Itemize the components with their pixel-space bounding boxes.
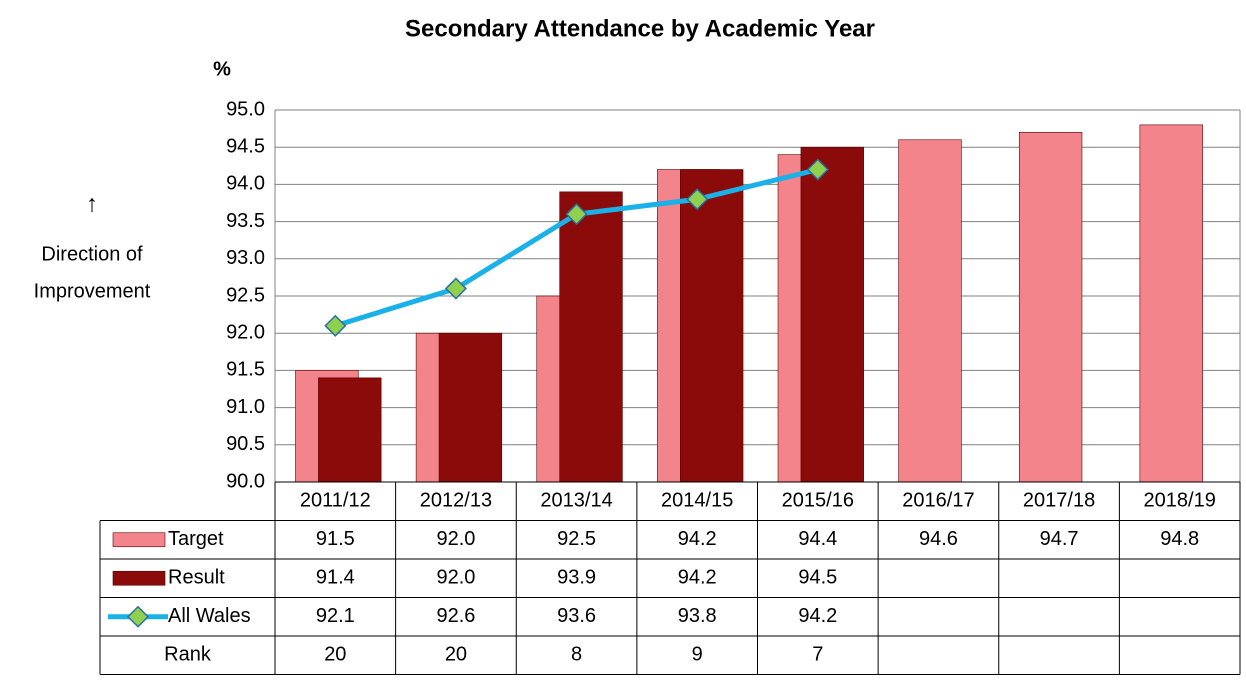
table-row-label: Rank [164, 644, 212, 666]
x-tick-label: 2013/14 [540, 490, 612, 512]
y-tick-label: 91.5 [226, 359, 265, 381]
marker [444, 277, 467, 300]
chart-title: Secondary Attendance by Academic Year [405, 15, 875, 42]
marker [324, 314, 347, 337]
x-tick-label: 2011/12 [300, 490, 371, 512]
x-tick-label: 2017/18 [1023, 490, 1095, 512]
table-value: 94.5 [798, 567, 837, 589]
table-value: 7 [812, 644, 823, 666]
y-tick-label: 95.0 [226, 98, 265, 120]
annotation: ↑ [86, 190, 98, 217]
x-tick-label: 2015/16 [782, 490, 854, 512]
marker [806, 158, 829, 181]
bar [1018, 132, 1083, 483]
table-value: 94.2 [678, 528, 717, 550]
table-value: 94.2 [678, 567, 717, 589]
y-tick-label: 90.5 [226, 433, 265, 455]
bar [318, 377, 382, 483]
table-value: 8 [571, 644, 582, 666]
y-tick-label: 90.0 [226, 470, 265, 492]
table-value: 93.6 [557, 605, 596, 627]
table-value: 91.4 [316, 567, 355, 589]
legend-swatch [112, 532, 166, 548]
y-tick-label: 93.5 [226, 210, 265, 232]
y-tick-label: 92.5 [226, 284, 265, 306]
y-tick-label: 94.0 [226, 173, 265, 195]
legend-swatch [112, 570, 166, 586]
x-tick-label: 2014/15 [661, 490, 733, 512]
bar [438, 332, 503, 483]
table-value: 92.1 [316, 605, 355, 627]
table-value: 94.6 [919, 528, 958, 550]
y-tick-label: 92.0 [226, 321, 265, 343]
table-value: 92.5 [557, 528, 596, 550]
bar [679, 169, 744, 483]
marker [686, 188, 709, 211]
table-value: 9 [692, 644, 703, 666]
table-value: 20 [324, 644, 346, 666]
bar [559, 191, 623, 483]
table-value: 92.6 [436, 605, 475, 627]
bar [800, 146, 864, 483]
table-value: 93.8 [678, 605, 717, 627]
legend-swatch [126, 605, 150, 628]
y-tick-label: 94.5 [226, 135, 265, 157]
legend-label: Target [168, 528, 224, 550]
marker [565, 203, 588, 226]
table-value: 20 [445, 644, 467, 666]
annotation: Direction of [41, 243, 143, 265]
table-value: 92.0 [436, 528, 475, 550]
table-value: 94.8 [1160, 528, 1199, 550]
x-tick-label: 2016/17 [902, 490, 974, 512]
y-tick-label: 91.0 [226, 396, 265, 418]
y-axis-label: % [213, 58, 231, 80]
bar [898, 139, 962, 483]
x-tick-label: 2012/13 [420, 490, 492, 512]
y-tick-label: 93.0 [226, 247, 265, 269]
table-value: 94.7 [1040, 528, 1079, 550]
table-value: 93.9 [557, 567, 596, 589]
legend-label: All Wales [168, 605, 251, 627]
table-value: 92.0 [436, 567, 475, 589]
table-value: 91.5 [316, 528, 355, 550]
annotation: Improvement [34, 280, 151, 302]
legend-label: Result [168, 567, 225, 589]
x-tick-label: 2018/19 [1144, 490, 1216, 512]
table-value: 94.4 [798, 528, 837, 550]
bar [1139, 124, 1203, 483]
table-value: 94.2 [798, 605, 837, 627]
